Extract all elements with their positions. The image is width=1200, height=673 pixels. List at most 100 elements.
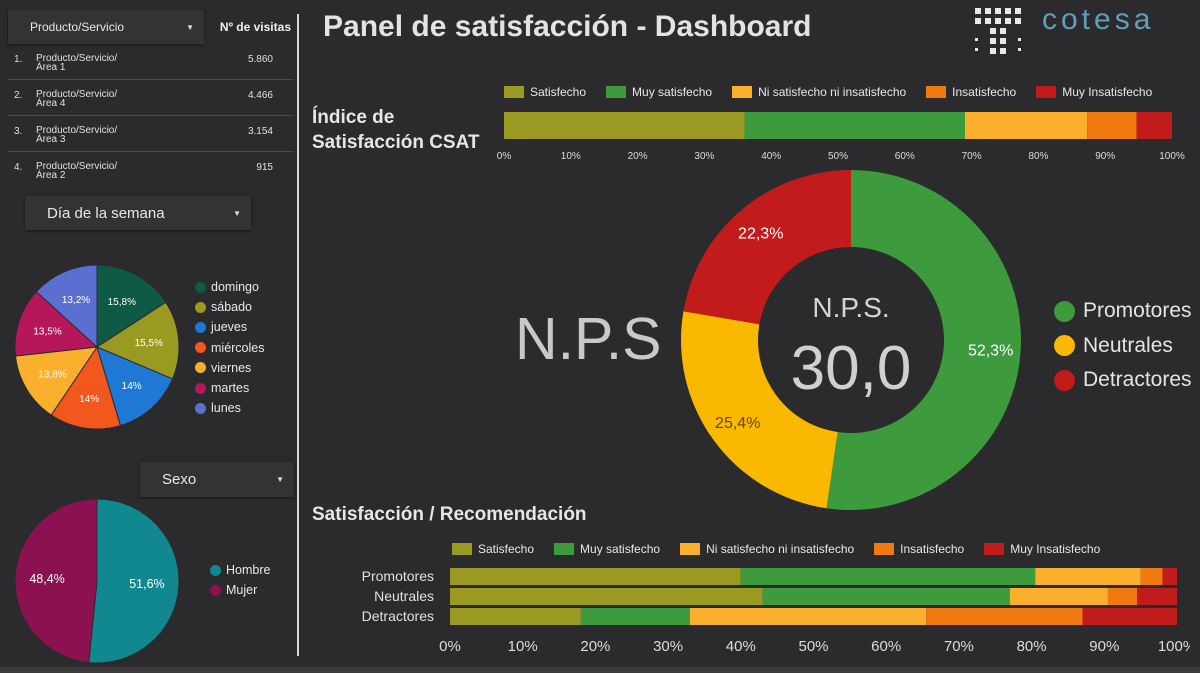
satrec-bar-neutrales-muy-satisfecho[interactable] [762, 588, 1010, 605]
row-name-line1: Producto/Servicio/ [36, 89, 118, 100]
csat-legend-item-insatisfecho[interactable]: Insatisfecho [926, 85, 1016, 99]
nps-slice-promotores[interactable] [826, 170, 1021, 510]
sex-legend-item-mujer[interactable]: Mujer [210, 580, 270, 600]
day-slice-lunes[interactable] [35, 264, 98, 349]
csat-stacked-bar-chart: 0% 10% 20% 30% 40% 50% 60% 70% 80% 90% 100% [497, 112, 1185, 162]
satrec-bar-detractores-muy-insatisfecho[interactable] [1082, 608, 1177, 625]
legend-label: Promotores [1083, 299, 1192, 323]
legend-dot [195, 281, 206, 293]
csat-legend-item-muy-insatisfecho[interactable]: Muy Insatisfecho [1036, 85, 1152, 99]
day-slice-sabado[interactable] [95, 301, 180, 380]
table-row[interactable]: 3. Producto/Servicio/Área 3 3.154 [8, 116, 293, 152]
nps-slice-neutrales[interactable] [681, 311, 838, 509]
satrec-category-promotores: Promotores [362, 568, 434, 584]
day-label-viernes: 13,8% [38, 369, 66, 380]
csat-bar-insatisfecho[interactable] [1087, 112, 1137, 139]
satrec-legend-item-satisfecho[interactable]: Satisfecho [452, 542, 534, 556]
satrec-bar-detractores-ni-satisfecho-ni-insatisfecho[interactable] [689, 608, 927, 625]
satrec-legend-item-muy-satisfecho[interactable]: Muy satisfecho [554, 542, 660, 556]
legend-label: Satisfecho [530, 85, 587, 99]
csat-bar-ni-satisfecho-ni-insatisfecho[interactable] [964, 112, 1088, 139]
day-slice-martes[interactable] [14, 291, 99, 357]
table-row[interactable]: 4. Producto/Servicio/Área 2 915 [8, 152, 293, 188]
legend-dot [195, 382, 206, 394]
legend-dot [210, 564, 221, 576]
sex-dropdown[interactable]: Sexo ▼ [140, 462, 294, 497]
satrec-legend-item-insatisfecho[interactable]: Insatisfecho [874, 542, 964, 556]
nps-center-label: N.P.S. [812, 292, 889, 323]
product-service-dropdown[interactable]: Producto/Servicio ▼ [8, 10, 204, 44]
day-legend-item-martes[interactable]: martes [195, 378, 265, 398]
sex-label-mujer: 48,4% [29, 572, 64, 586]
csat-legend-item-muy-satisfecho[interactable]: Muy satisfecho [606, 85, 712, 99]
day-slice-viernes[interactable] [14, 346, 99, 416]
csat-legend-item-satisfecho[interactable]: Satisfecho [504, 85, 586, 99]
satrec-bar-detractores-insatisfecho[interactable] [926, 608, 1083, 625]
day-legend-item-lunes[interactable]: lunes [195, 398, 265, 418]
satrec-bar-neutrales-insatisfecho[interactable] [1107, 588, 1138, 605]
legend-label: Muy satisfecho [580, 542, 661, 556]
satrec-bar-promotores-muy-satisfecho[interactable] [740, 568, 1036, 585]
chevron-down-icon: ▼ [186, 22, 194, 32]
satrec-legend-item-muy-insatisfecho[interactable]: Muy Insatisfecho [984, 542, 1100, 556]
legend-dot [195, 342, 206, 354]
day-slice-miercoles[interactable] [50, 345, 122, 430]
legend-swatch [926, 86, 947, 98]
nps-slice-detractores[interactable] [683, 170, 851, 325]
nps-label-detractores: 22,3% [738, 226, 783, 243]
day-legend-item-miercoles[interactable]: miércoles [195, 338, 265, 358]
visits-table-body: 1. Producto/Servicio/Área 1 5.860 2. Product… [8, 44, 293, 188]
csat-legend-item-ni-satisfecho-ni-insatisfecho[interactable]: Ni satisfecho ni insatisfecho [732, 85, 906, 99]
satisfaction-recommendation-title: Satisfacción / Recomendación [312, 504, 587, 525]
satrec-bar-promotores-muy-insatisfecho[interactable] [1162, 568, 1177, 585]
table-row[interactable]: 1. Producto/Servicio/Área 1 5.860 [8, 44, 293, 80]
legend-swatch [554, 543, 575, 555]
legend-label: Detractores [1083, 368, 1192, 392]
day-legend-item-viernes[interactable]: viernes [195, 358, 265, 378]
satrec-bar-promotores-insatisfecho[interactable] [1140, 568, 1163, 585]
csat-title-line2: Satisfacción CSAT [312, 132, 480, 153]
satrec-bar-neutrales-muy-insatisfecho[interactable] [1137, 588, 1177, 605]
day-legend-item-domingo[interactable]: domingo [195, 277, 265, 297]
day-legend-item-jueves[interactable]: jueves [195, 317, 265, 337]
legend-label: domingo [211, 280, 259, 295]
row-value: 5.860 [247, 54, 273, 65]
satisfaction-recommendation-bar-chart: Promotores Neutrales Detractores 0% 10% 20% 30… [362, 568, 1190, 655]
legend-swatch [874, 543, 895, 555]
table-row[interactable]: 2. Producto/Servicio/Área 4 4.466 [8, 80, 293, 116]
sex-legend-item-hombre[interactable]: Hombre [210, 560, 270, 580]
row-name-line1: Producto/Servicio/ [36, 125, 118, 136]
csat-tick-label: 40% [761, 151, 781, 162]
legend-label: martes [211, 381, 250, 396]
csat-bar-muy-satisfecho[interactable] [744, 112, 965, 139]
day-legend-item-sabado[interactable]: sábado [195, 297, 265, 317]
day-of-week-dropdown[interactable]: Día de la semana ▼ [25, 196, 251, 230]
satrec-tick-label: 40% [726, 638, 756, 655]
legend-swatch [680, 543, 701, 555]
satrec-bar-detractores-satisfecho[interactable] [450, 608, 581, 625]
satrec-tick-label: 60% [871, 638, 901, 655]
legend-label: Hombre [226, 563, 271, 578]
nps-legend-item-neutrales[interactable]: Neutrales [1054, 329, 1192, 364]
satrec-bar-neutrales-ni-satisfecho-ni-insatisfecho[interactable] [1009, 588, 1108, 605]
csat-bar-muy-insatisfecho[interactable] [1136, 112, 1172, 139]
satrec-bar-neutrales-satisfecho[interactable] [450, 588, 763, 605]
nps-legend-item-promotores[interactable]: Promotores [1054, 294, 1192, 329]
sex-slice-mujer[interactable] [14, 498, 98, 664]
csat-bar-satisfecho[interactable] [504, 112, 745, 139]
legend-label: Insatisfecho [952, 85, 1017, 99]
csat-tick-label: 60% [895, 151, 915, 162]
legend-swatch [452, 543, 472, 555]
satrec-bar-promotores-ni-satisfecho-ni-insatisfecho[interactable] [1035, 568, 1141, 585]
row-name: Producto/Servicio/Área 1 [36, 54, 146, 79]
satrec-bar-promotores-satisfecho[interactable] [450, 568, 741, 585]
legend-dot [210, 584, 221, 596]
row-name-line2: Área 1 [36, 62, 66, 73]
legend-dot [195, 301, 206, 313]
satrec-bar-detractores-muy-satisfecho[interactable] [580, 608, 690, 625]
day-slice-domingo[interactable] [96, 264, 167, 348]
nps-legend-item-detractores[interactable]: Detractores [1054, 363, 1192, 398]
sex-slice-hombre[interactable] [88, 498, 180, 664]
satrec-legend-item-ni-satisfecho-ni-insatisfecho[interactable]: Ni satisfecho ni insatisfecho [680, 542, 854, 556]
day-slice-jueves[interactable] [96, 346, 174, 427]
